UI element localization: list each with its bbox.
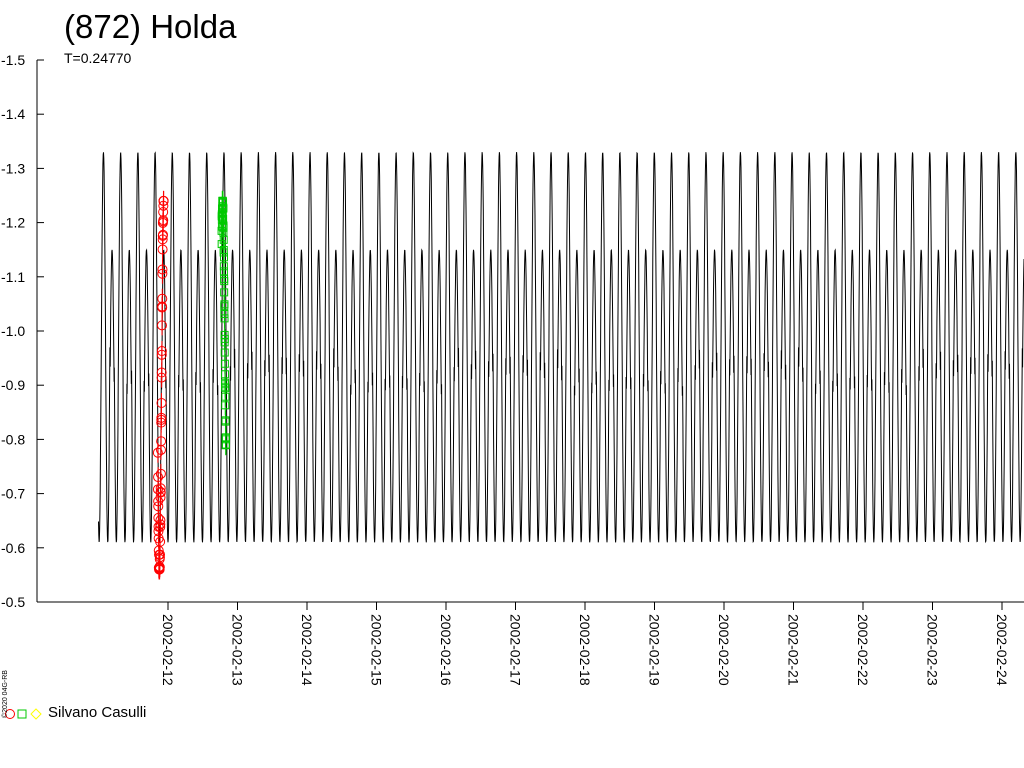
model-curve	[98, 151, 1024, 544]
y-tick-label: -0.8	[1, 431, 25, 447]
data-point-square	[221, 392, 230, 401]
data-point-square	[220, 300, 229, 309]
x-tick-label: 2002-02-21	[786, 614, 802, 686]
y-tick-label: -0.7	[1, 486, 25, 502]
x-tick-label: 2002-02-17	[508, 614, 524, 686]
x-tick-label: 2002-02-20	[716, 614, 732, 686]
data-point-circle	[156, 412, 167, 423]
data-point-square	[220, 253, 229, 262]
data-point-circle	[155, 536, 166, 547]
data-point-circle	[153, 472, 164, 483]
data-point-square	[219, 204, 228, 213]
x-tick-label: 2002-02-18	[577, 614, 593, 686]
data-point-circle	[155, 515, 166, 526]
y-tick-label: -1.3	[1, 160, 25, 176]
x-tick-label: 2002-02-14	[299, 614, 315, 686]
data-point-circle	[156, 367, 167, 378]
data-point-square	[220, 277, 229, 286]
data-point-square	[221, 417, 230, 426]
data-point-circle	[152, 447, 163, 458]
copyright-text: ©2020 04G-RB	[2, 670, 9, 718]
x-tick-label: 2002-02-19	[647, 614, 663, 686]
legend-green-square-icon	[17, 709, 27, 718]
legend: Silvano Casulli	[4, 704, 146, 721]
x-tick-label: 2002-02-12	[160, 614, 176, 686]
y-tick-label: -0.6	[1, 540, 25, 556]
legend-observer: Silvano Casulli	[48, 704, 147, 721]
data-point-circle	[156, 320, 167, 331]
data-point-square	[221, 440, 230, 449]
data-point-circle	[155, 487, 166, 498]
legend-markers	[5, 707, 42, 720]
x-tick-label: 2002-02-13	[230, 614, 246, 686]
x-tick-label: 2002-02-24	[994, 614, 1010, 686]
data-point-square	[217, 240, 226, 249]
data-point-square	[220, 334, 229, 343]
data-point-square	[220, 314, 229, 323]
axes: -1.5 -1.4 -1.3 -1.2 -1.1 -1.0 -0.9 -0.8 -0.7 -0.6…	[1, 52, 1024, 686]
y-tick-label: -1.5	[1, 52, 25, 68]
y-tick-label: -1.2	[1, 215, 25, 231]
data-points	[152, 190, 230, 580]
y-tick-label: -0.9	[1, 377, 25, 393]
data-point-circle	[156, 346, 167, 357]
data-point-circle	[157, 264, 168, 275]
copyright: ©2020 04G-RB	[0, 660, 12, 720]
data-point-circle	[158, 195, 169, 206]
model-curve-path	[98, 151, 1024, 544]
data-point-circle	[156, 436, 167, 447]
y-tick-label: -1.4	[1, 106, 25, 122]
data-point-circle	[155, 468, 166, 479]
legend-yellow-diamond-icon	[30, 707, 42, 720]
x-tick-label: 2002-02-23	[925, 614, 941, 686]
x-tick-label: 2002-02-16	[438, 614, 454, 686]
y-tick-label: -0.5	[1, 594, 25, 610]
legend-red-circle-icon	[5, 708, 15, 719]
data-point-circle	[157, 293, 168, 304]
y-tick-label: -1.1	[1, 269, 25, 285]
x-tick-label: 2002-02-22	[855, 614, 871, 686]
x-tick-label: 2002-02-15	[369, 614, 385, 686]
y-tick-label: -1.0	[1, 323, 25, 339]
chart-title: (872) Holda	[64, 8, 237, 45]
data-point-circle	[156, 398, 167, 409]
period-label: T=0.24770	[64, 50, 132, 66]
